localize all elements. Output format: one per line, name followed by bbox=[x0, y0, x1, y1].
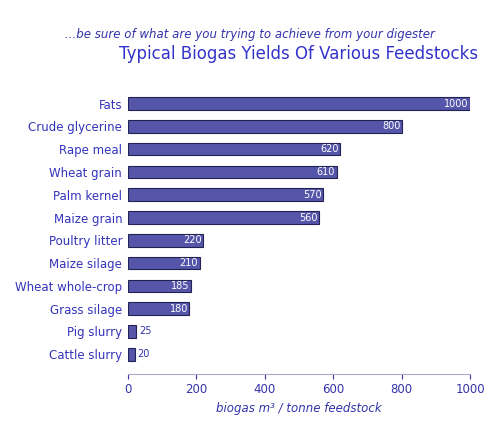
Text: 800: 800 bbox=[382, 121, 400, 131]
Text: 180: 180 bbox=[170, 304, 188, 314]
Text: 210: 210 bbox=[180, 258, 198, 268]
Text: ...be sure of what are you trying to achieve from your digester: ...be sure of what are you trying to ach… bbox=[65, 28, 435, 41]
Text: 20: 20 bbox=[138, 349, 149, 359]
Bar bbox=[128, 257, 200, 269]
Bar bbox=[128, 120, 402, 132]
Text: 610: 610 bbox=[317, 167, 335, 177]
Text: 185: 185 bbox=[171, 281, 190, 291]
Bar bbox=[128, 234, 203, 246]
Text: 620: 620 bbox=[320, 144, 338, 154]
X-axis label: biogas m³ / tonne feedstock: biogas m³ / tonne feedstock bbox=[216, 402, 382, 415]
Bar bbox=[128, 302, 190, 315]
Bar bbox=[128, 348, 134, 361]
Text: 25: 25 bbox=[139, 326, 151, 337]
Bar bbox=[128, 325, 136, 338]
Bar bbox=[128, 97, 470, 110]
Bar bbox=[128, 280, 191, 292]
Text: 1000: 1000 bbox=[444, 98, 469, 108]
Title: Typical Biogas Yields Of Various Feedstocks: Typical Biogas Yields Of Various Feedsto… bbox=[120, 45, 478, 63]
Text: 570: 570 bbox=[303, 190, 322, 200]
Bar bbox=[128, 166, 336, 178]
Text: 560: 560 bbox=[300, 212, 318, 222]
Bar bbox=[128, 211, 320, 224]
Bar bbox=[128, 143, 340, 155]
Bar bbox=[128, 188, 323, 201]
Text: 220: 220 bbox=[183, 235, 202, 245]
